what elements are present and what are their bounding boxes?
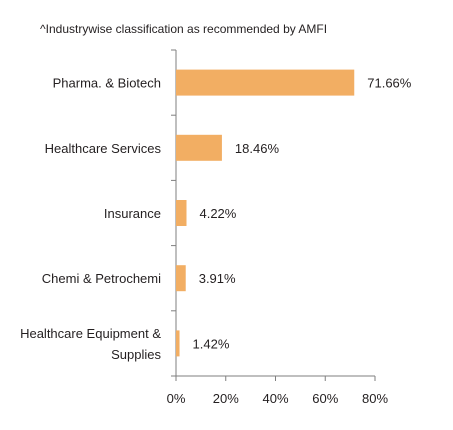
footnote: ^Industrywise classification as recommen… [40, 22, 327, 36]
category-labels: Pharma. & Biotech Healthcare Services Insu… [20, 76, 161, 362]
category-label: Chemi & Petrochemi [42, 271, 161, 286]
x-axis: 0% 20% 40% 60% 80% [167, 375, 388, 406]
value-label: 4.22% [199, 206, 236, 221]
value-label: 18.46% [235, 141, 280, 156]
bar [176, 69, 355, 96]
x-tick-label: 40% [262, 391, 288, 406]
y-axis [171, 49, 177, 377]
bar [176, 330, 180, 357]
value-label: 71.66% [367, 76, 412, 91]
value-labels: 71.66% 18.46% 4.22% 3.91% 1.42% [193, 76, 412, 352]
bar [176, 200, 187, 226]
bars [176, 69, 355, 357]
category-label: Pharma. & Biotech [53, 76, 161, 91]
x-tick-label: 80% [362, 391, 388, 406]
bar [176, 265, 186, 292]
x-tick-label: 20% [213, 391, 239, 406]
x-tick-label: 0% [167, 391, 186, 406]
category-label: Healthcare Equipment & Supplies [20, 326, 161, 362]
category-label: Healthcare Services [45, 141, 162, 156]
value-label: 3.91% [199, 271, 236, 286]
category-label: Insurance [104, 206, 161, 221]
bar [176, 134, 222, 161]
value-label: 1.42% [193, 336, 230, 351]
x-tick-label: 60% [312, 391, 338, 406]
